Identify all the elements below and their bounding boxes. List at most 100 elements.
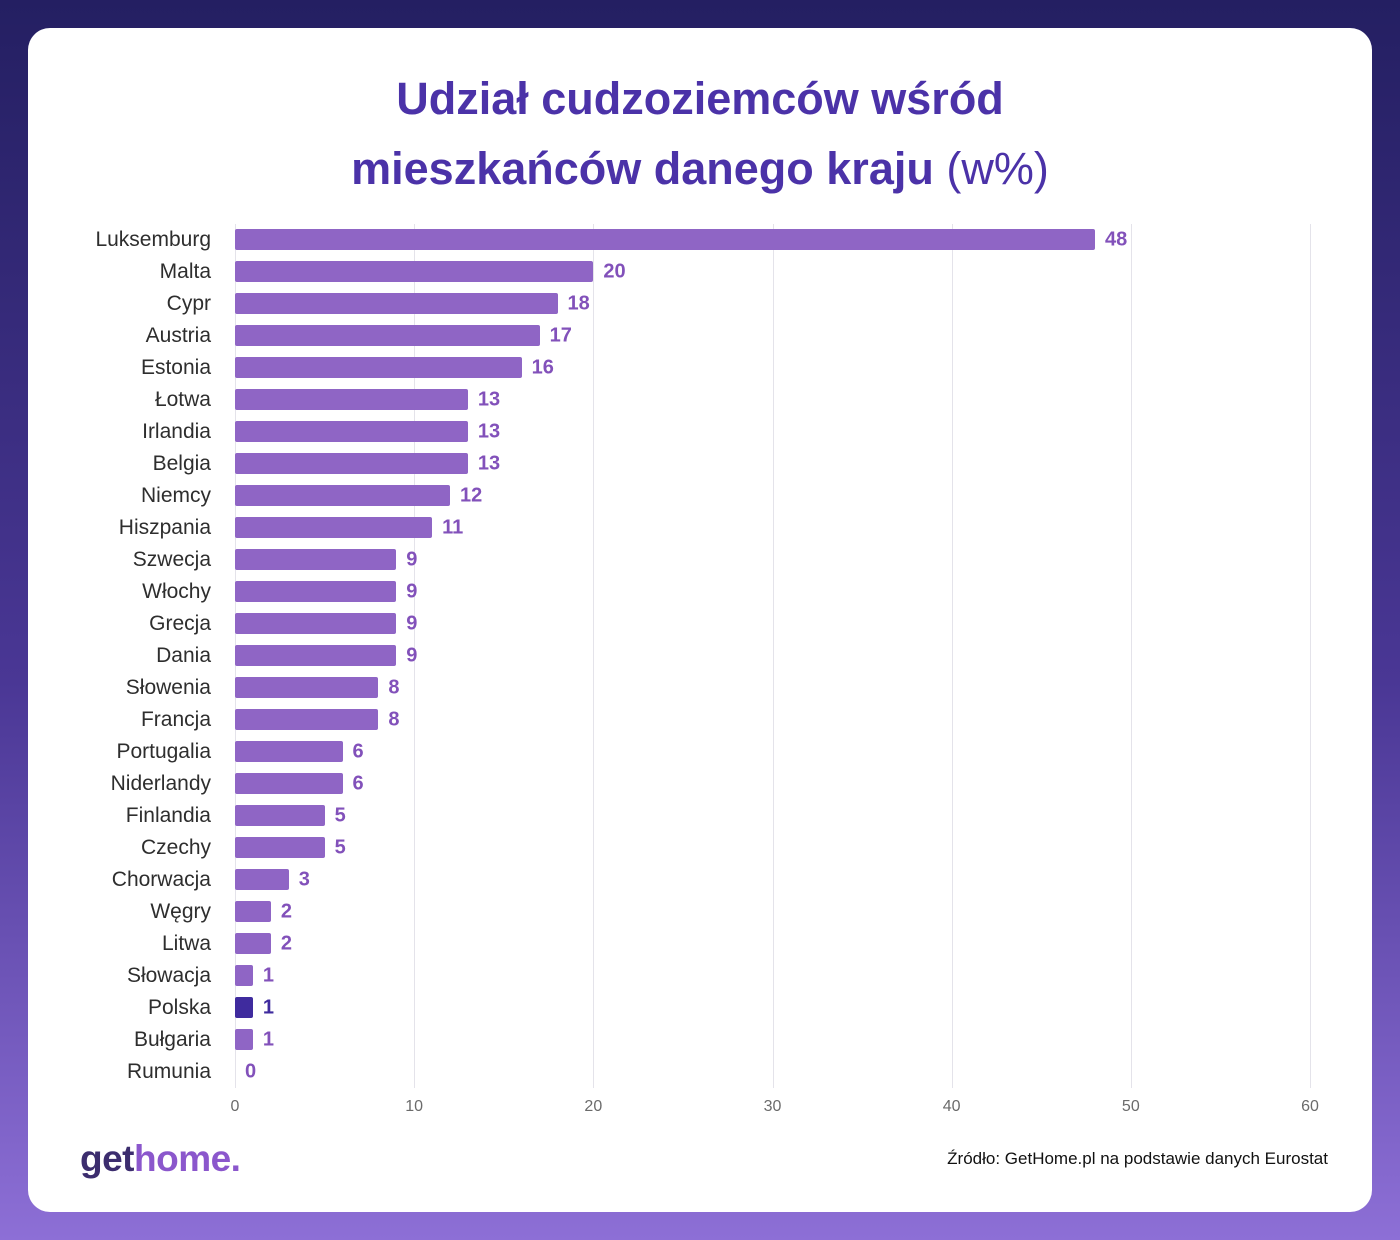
bar-track: 9 bbox=[235, 612, 1310, 634]
category-label: Niemcy bbox=[140, 483, 211, 507]
chart-rows: Luksemburg 48 Malta 20 Cypr 18 Austria 17 Estoni… bbox=[28, 224, 1372, 1088]
bar bbox=[235, 709, 379, 730]
bar-track: 20 bbox=[235, 260, 1310, 282]
value-label: 18 bbox=[567, 292, 590, 314]
value-label: 11 bbox=[442, 516, 464, 538]
chart-row: Niemcy 12 bbox=[28, 480, 1372, 512]
value-label: 8 bbox=[388, 676, 400, 698]
bar bbox=[235, 357, 522, 378]
value-label: 2 bbox=[280, 932, 292, 954]
bar bbox=[235, 549, 397, 570]
category-label: Węgry bbox=[150, 899, 211, 923]
bar bbox=[235, 837, 325, 858]
value-label: 9 bbox=[406, 612, 418, 634]
value-label: 9 bbox=[406, 580, 418, 602]
value-label: 0 bbox=[245, 1060, 257, 1082]
bar bbox=[235, 1029, 253, 1050]
bar-track: 13 bbox=[235, 420, 1310, 442]
bar-track: 6 bbox=[235, 772, 1310, 794]
bar bbox=[235, 773, 343, 794]
value-label: 6 bbox=[352, 772, 364, 794]
value-label: 2 bbox=[280, 900, 292, 922]
value-label: 1 bbox=[262, 996, 275, 1018]
x-axis: 0 10 20 30 40 50 60 bbox=[231, 1088, 1319, 1122]
value-label: 20 bbox=[603, 260, 626, 282]
bar-track: 11 bbox=[235, 516, 1310, 538]
category-label: Dania bbox=[156, 643, 211, 667]
chart-row: Hiszpania 11 bbox=[28, 512, 1372, 544]
bar-track: 2 bbox=[235, 932, 1310, 954]
value-label: 1 bbox=[262, 964, 275, 986]
chart-row: Słowenia 8 bbox=[28, 672, 1372, 704]
category-label: Bułgaria bbox=[133, 1027, 211, 1051]
chart-row: Rumunia 0 bbox=[28, 1056, 1372, 1088]
bar-track: 8 bbox=[235, 708, 1310, 730]
category-label: Austria bbox=[145, 323, 211, 347]
chart-card: Udział cudzoziemców wśród mieszkańców dan… bbox=[28, 28, 1372, 1212]
chart-row: Irlandia 13 bbox=[28, 416, 1372, 448]
value-label: 5 bbox=[334, 804, 346, 826]
chart-title: Udział cudzoziemców wśród mieszkańców dan… bbox=[28, 64, 1372, 204]
chart-row: Cypr 18 bbox=[28, 288, 1372, 320]
bar bbox=[235, 453, 468, 474]
bar bbox=[235, 293, 558, 314]
bar-track: 16 bbox=[235, 356, 1310, 378]
chart-row: Luksemburg 48 bbox=[28, 224, 1372, 256]
chart-row: Grecja 9 bbox=[28, 608, 1372, 640]
bar bbox=[235, 389, 468, 410]
x-tick-label: 60 bbox=[1301, 1097, 1319, 1115]
bar bbox=[235, 645, 397, 666]
value-label: 13 bbox=[477, 420, 501, 442]
bar bbox=[235, 229, 1095, 250]
chart-row: Szwecja 9 bbox=[28, 544, 1372, 576]
category-label: Cypr bbox=[166, 291, 211, 315]
source-text: Źródło: GetHome.pl na podstawie danych E… bbox=[947, 1148, 1328, 1168]
value-label: 9 bbox=[406, 644, 418, 666]
category-label: Chorwacja bbox=[111, 867, 211, 891]
chart-row: Łotwa 13 bbox=[28, 384, 1372, 416]
value-label: 6 bbox=[352, 740, 364, 762]
value-label: 9 bbox=[406, 548, 418, 570]
bar-track: 3 bbox=[235, 868, 1310, 890]
value-label: 13 bbox=[477, 388, 501, 410]
chart-row: Malta 20 bbox=[28, 256, 1372, 288]
title-line1: Udział cudzoziemców wśród bbox=[396, 73, 1004, 124]
bar-track: 13 bbox=[235, 388, 1310, 410]
chart-row: Bułgaria 1 bbox=[28, 1024, 1372, 1056]
bar bbox=[235, 997, 253, 1018]
bar-chart: Luksemburg 48 Malta 20 Cypr 18 Austria 17 Estoni… bbox=[28, 223, 1372, 1122]
chart-row: Chorwacja 3 bbox=[28, 864, 1372, 896]
bar-track: 9 bbox=[235, 548, 1310, 570]
bar bbox=[235, 965, 253, 986]
bar bbox=[235, 581, 397, 602]
bar-track: 8 bbox=[235, 676, 1310, 698]
bar bbox=[235, 869, 289, 890]
bar bbox=[235, 805, 325, 826]
bar bbox=[235, 741, 343, 762]
category-label: Rumunia bbox=[126, 1059, 211, 1083]
logo-home-text: home. bbox=[134, 1137, 241, 1179]
bar bbox=[235, 485, 450, 506]
bar-track: 17 bbox=[235, 324, 1310, 346]
bar-track: 2 bbox=[235, 900, 1310, 922]
category-label: Portugalia bbox=[116, 739, 211, 763]
chart-row: Finlandia 5 bbox=[28, 800, 1372, 832]
bar-track: 1 bbox=[235, 996, 1310, 1018]
category-label: Niderlandy bbox=[110, 771, 211, 795]
bar-track: 1 bbox=[235, 964, 1310, 986]
bar bbox=[235, 325, 540, 346]
category-label: Irlandia bbox=[142, 419, 211, 443]
category-label: Szwecja bbox=[132, 547, 211, 571]
chart-row: Czechy 5 bbox=[28, 832, 1372, 864]
category-label: Polska bbox=[147, 995, 211, 1019]
category-label: Czechy bbox=[140, 835, 211, 859]
value-label: 8 bbox=[388, 708, 400, 730]
value-label: 3 bbox=[298, 868, 310, 890]
bar-track: 1 bbox=[235, 1028, 1310, 1050]
chart-row: Estonia 16 bbox=[28, 352, 1372, 384]
category-label: Luksemburg bbox=[95, 227, 211, 251]
chart-row: Belgia 13 bbox=[28, 448, 1372, 480]
bar-track: 0 bbox=[235, 1060, 1310, 1082]
x-tick-label: 20 bbox=[584, 1097, 603, 1115]
bar bbox=[235, 677, 379, 698]
